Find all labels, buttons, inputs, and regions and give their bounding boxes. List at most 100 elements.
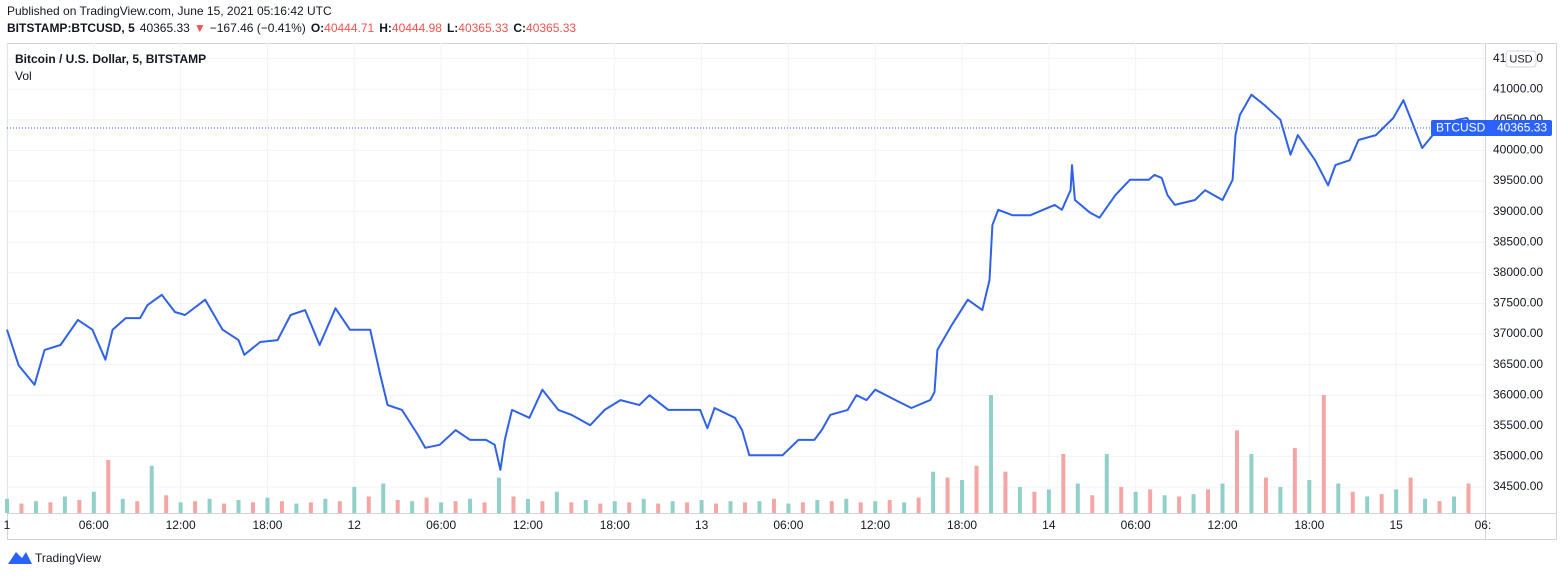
volume-bar bbox=[902, 502, 907, 513]
volume-bar bbox=[308, 502, 313, 513]
volume-bar bbox=[1292, 448, 1297, 513]
volume-bar bbox=[366, 496, 371, 513]
volume-bar bbox=[931, 471, 936, 513]
volume-bar bbox=[1003, 471, 1008, 513]
x-tick-label: 1 bbox=[4, 518, 11, 532]
volume-bar bbox=[583, 500, 588, 513]
volume-bar bbox=[728, 501, 733, 513]
l-label: L: bbox=[447, 21, 458, 35]
volume-bar bbox=[48, 502, 53, 513]
x-tick-label: 14 bbox=[1042, 518, 1056, 532]
volume-bar bbox=[569, 502, 574, 513]
volume-bar bbox=[540, 501, 545, 513]
chart-title: Bitcoin / U.S. Dollar, 5, BITSTAMP bbox=[15, 52, 206, 66]
volume-bar bbox=[511, 496, 516, 513]
x-tick-label: 06:00 bbox=[1121, 518, 1151, 532]
volume-bar bbox=[410, 501, 415, 513]
y-tick-label: 34500.00 bbox=[1493, 479, 1543, 493]
h-value: 40444.98 bbox=[392, 21, 442, 35]
volume-bar bbox=[1032, 491, 1037, 513]
volume-bar bbox=[135, 501, 140, 513]
volume-bar bbox=[945, 477, 950, 513]
x-tick-label: 12:00 bbox=[1207, 518, 1237, 532]
volume-bar bbox=[352, 487, 357, 513]
volume-bar bbox=[960, 479, 965, 513]
volume-bar bbox=[1234, 430, 1239, 513]
volume-bar bbox=[1278, 487, 1283, 513]
volume-bar bbox=[800, 502, 805, 513]
volume-bar bbox=[916, 497, 921, 513]
volume-bar bbox=[1148, 489, 1153, 513]
h-label: H: bbox=[379, 21, 392, 35]
x-tick-label: 18:00 bbox=[1294, 518, 1324, 532]
y-tick-label: 36000.00 bbox=[1493, 387, 1543, 401]
last: 40365.33 bbox=[140, 21, 190, 35]
x-tick-label: 06:00 bbox=[79, 518, 109, 532]
volume-bar bbox=[656, 503, 661, 513]
volume-bar bbox=[1162, 495, 1167, 513]
volume-bar bbox=[496, 477, 501, 513]
volume-bar bbox=[1133, 491, 1138, 513]
change: −167.46 (−0.41%) bbox=[210, 21, 306, 35]
symbol-line: BITSTAMP:BTCUSD, 5 40365.33 ▼ −167.46 (−0.4… bbox=[7, 21, 576, 35]
x-tick-label: 06:00 bbox=[773, 518, 803, 532]
volume-bar bbox=[1046, 489, 1051, 513]
volume-bar bbox=[337, 501, 342, 513]
volume-bar bbox=[815, 500, 820, 513]
footer-logo bbox=[8, 552, 32, 564]
symbol: BITSTAMP:BTCUSD, 5 bbox=[7, 21, 135, 35]
x-tick-label: 12:00 bbox=[166, 518, 196, 532]
volume-bar bbox=[236, 500, 241, 513]
footer: TradingView bbox=[35, 551, 101, 565]
volume-bar bbox=[106, 459, 111, 513]
volume-bar bbox=[207, 498, 212, 513]
volume-bar bbox=[829, 501, 834, 513]
published-note: Published on TradingView.com, June 15, 2… bbox=[7, 4, 332, 18]
volume-bar bbox=[33, 501, 38, 513]
volume-bar bbox=[5, 498, 9, 513]
volume-bar bbox=[525, 498, 530, 513]
x-tick-label: 18:00 bbox=[947, 518, 977, 532]
volume-bar bbox=[19, 503, 24, 513]
volume-bar bbox=[1452, 496, 1457, 513]
volume-bar bbox=[1017, 487, 1022, 513]
volume-bar bbox=[468, 498, 473, 513]
y-tick-label: 35000.00 bbox=[1493, 449, 1543, 463]
volume-bar bbox=[482, 502, 487, 513]
volume-bar bbox=[1119, 487, 1124, 513]
volume-bar bbox=[771, 498, 776, 513]
volume-bar bbox=[1365, 496, 1370, 513]
volume-bar bbox=[742, 502, 747, 513]
volume-bar bbox=[193, 501, 198, 513]
volume-bar bbox=[1379, 494, 1384, 513]
y-tick-label: 38000.00 bbox=[1493, 265, 1543, 279]
volume-label: Vol bbox=[15, 69, 32, 83]
volume-bar bbox=[844, 498, 849, 513]
last-price-box bbox=[1431, 120, 1552, 137]
volume-bar bbox=[714, 503, 719, 513]
volume-bar bbox=[77, 500, 82, 513]
c-value: 40365.33 bbox=[526, 21, 576, 35]
volume-bar bbox=[1249, 454, 1254, 513]
volume-bar bbox=[1321, 395, 1326, 513]
x-tick-label: 12:00 bbox=[513, 518, 543, 532]
volume-bar bbox=[1075, 483, 1080, 513]
volume-bar bbox=[149, 465, 154, 513]
volume-bar bbox=[988, 395, 993, 513]
volume-bar bbox=[91, 491, 96, 513]
volume-bar bbox=[265, 497, 270, 513]
x-tick-label: 15 bbox=[1389, 518, 1403, 532]
volume-bar bbox=[1263, 477, 1268, 513]
volume-bar bbox=[164, 495, 169, 513]
volume-bar bbox=[1177, 496, 1182, 513]
volume-bar bbox=[1394, 489, 1399, 513]
x-tick-label: 18:00 bbox=[252, 518, 282, 532]
volume-bar bbox=[279, 501, 284, 513]
o-label: O: bbox=[311, 21, 324, 35]
y-tick-label: 41000.00 bbox=[1493, 81, 1543, 95]
volume-bar bbox=[453, 501, 458, 513]
volume-bar bbox=[1336, 483, 1341, 513]
volume-bar bbox=[323, 498, 328, 513]
o-value: 40444.71 bbox=[324, 21, 374, 35]
volume-bar bbox=[685, 502, 690, 513]
